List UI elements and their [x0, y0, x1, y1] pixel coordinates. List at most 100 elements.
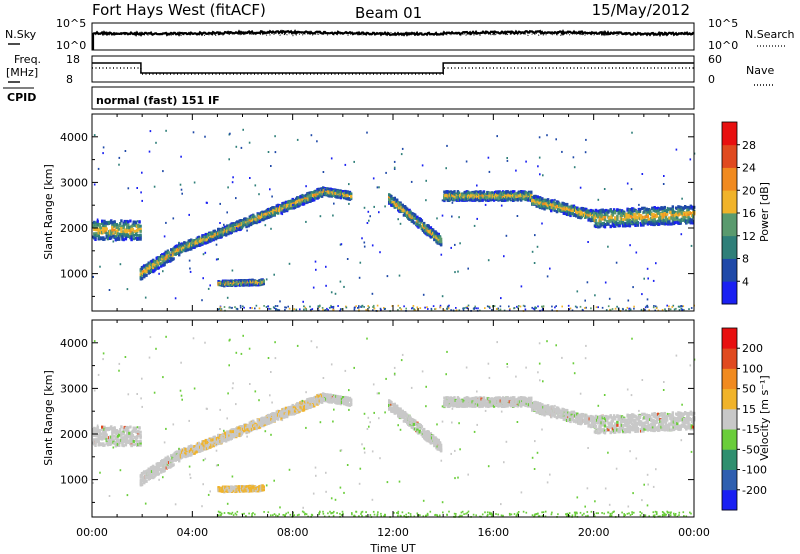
scatter-point	[538, 156, 541, 159]
echo-cell	[644, 210, 647, 214]
ground-scatter-point	[443, 309, 446, 312]
echo-cell	[195, 244, 198, 248]
echo-cell	[98, 223, 102, 227]
ground-scatter-point	[397, 309, 399, 311]
ground-scatter-point	[267, 305, 269, 308]
echo-cell	[226, 280, 229, 284]
echo-cell	[633, 222, 636, 226]
echo-cell	[97, 234, 100, 238]
ground-scatter-point	[318, 306, 320, 308]
scatter-point	[358, 276, 361, 279]
colorbar-tick-label: 24	[742, 162, 756, 175]
scatter-point	[215, 258, 218, 261]
echo-cell	[119, 222, 122, 225]
scatter-point	[339, 280, 342, 283]
scatter-point	[274, 135, 276, 138]
scatter-point	[515, 169, 517, 172]
echo-cell	[96, 425, 99, 429]
echo-cell	[495, 196, 498, 200]
ground-scatter-point	[652, 306, 655, 309]
echo-cell	[590, 212, 594, 216]
scatter-point	[608, 297, 611, 300]
ground-scatter-point	[648, 309, 650, 312]
scatter-point	[269, 188, 271, 191]
ground-scatter-point	[327, 309, 329, 311]
echo-cell	[261, 280, 264, 284]
scatter-point	[192, 131, 195, 134]
echo-cell	[491, 195, 495, 199]
ground-scatter-point	[295, 308, 298, 311]
echo-cell	[665, 212, 669, 216]
ground-scatter-point	[628, 307, 631, 310]
scatter-point	[204, 135, 206, 138]
echo-cell	[186, 454, 189, 458]
ground-scatter-point	[579, 305, 582, 308]
ground-scatter-point	[465, 306, 467, 309]
echo-cell	[150, 473, 154, 477]
echo-cell	[112, 438, 115, 442]
echo-cell	[130, 238, 133, 242]
scatter-point	[386, 275, 389, 278]
echo-cell	[129, 219, 132, 223]
echo-cell	[608, 220, 611, 224]
echo-cell	[471, 190, 474, 194]
ground-scatter-point	[683, 309, 685, 311]
echo-cell	[655, 214, 659, 218]
ground-scatter-point	[611, 308, 614, 310]
scatter-point	[219, 222, 221, 224]
power-colorbar-label: Power [dB]	[758, 182, 771, 242]
echo-cell	[120, 227, 123, 230]
ground-scatter-point	[220, 308, 223, 310]
scatter-point	[209, 284, 211, 287]
echo-cell	[651, 207, 654, 211]
echo-cell	[111, 228, 114, 232]
echo-cell	[679, 219, 682, 223]
ground-scatter-point	[491, 309, 493, 311]
ground-scatter-point	[542, 305, 545, 308]
ground-scatter-point	[493, 305, 496, 307]
ground-scatter-point	[278, 309, 281, 312]
ground-scatter-point	[376, 304, 379, 307]
ground-scatter-point	[219, 306, 222, 309]
echo-cell	[597, 221, 600, 225]
echo-cell	[273, 213, 276, 217]
echo-cell	[97, 440, 100, 444]
echo-cell	[272, 209, 275, 213]
ground-scatter-point	[367, 305, 369, 307]
scatter-point	[458, 216, 460, 219]
echo-cell	[150, 470, 154, 474]
ground-scatter-point	[682, 305, 685, 308]
scatter-point	[102, 152, 104, 155]
ground-scatter-point	[235, 307, 238, 310]
ground-scatter-point	[463, 307, 465, 309]
ground-scatter-point	[228, 306, 231, 309]
colorbar-segment	[722, 213, 737, 237]
echo-cell	[160, 264, 163, 268]
echo-cell	[294, 197, 298, 201]
echo-cell	[483, 193, 487, 197]
scatter-point	[273, 273, 275, 276]
scatter-point	[330, 291, 333, 294]
echo-cell	[139, 229, 142, 233]
echo-cell	[161, 461, 164, 464]
echo-cell	[563, 210, 567, 214]
ground-scatter-point	[322, 308, 324, 311]
scatter-point	[476, 217, 478, 220]
echo-cell	[349, 192, 353, 196]
echo-cell	[261, 278, 264, 282]
scatter-point	[315, 268, 317, 271]
echo-cell	[602, 209, 606, 213]
ground-scatter-point	[508, 305, 510, 308]
freq-tick-high: 18	[66, 53, 80, 66]
scatter-point	[330, 157, 333, 160]
scatter-point	[97, 167, 100, 170]
scatter-point	[681, 197, 683, 200]
ground-scatter-point	[391, 305, 394, 307]
echo-cell	[634, 212, 637, 216]
echo-cell	[504, 198, 507, 202]
scatter-point	[538, 136, 541, 139]
echo-cell	[145, 479, 148, 483]
ground-scatter-point	[268, 307, 270, 310]
echo-cell	[439, 240, 443, 244]
ground-scatter-point	[616, 305, 618, 308]
